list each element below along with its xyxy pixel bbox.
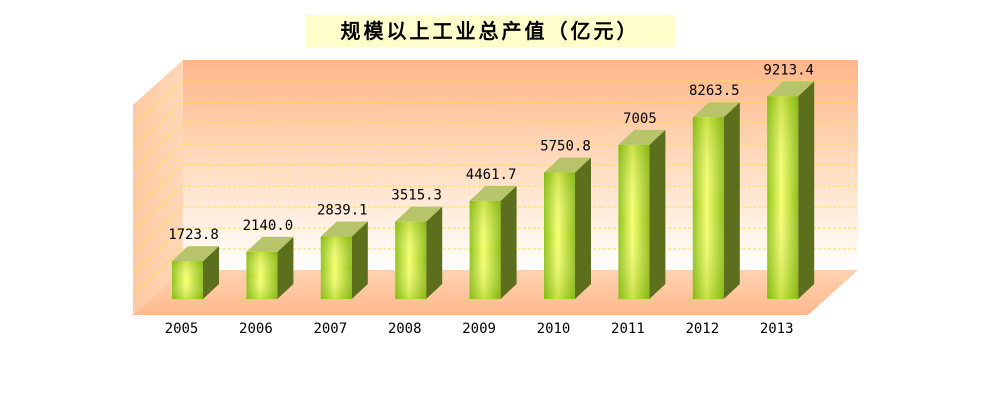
gridlines xyxy=(132,80,858,295)
bar-side xyxy=(798,81,815,299)
data-label: 3515.3 xyxy=(391,188,442,204)
bar-top xyxy=(320,221,368,237)
data-label: 2839.1 xyxy=(317,203,368,219)
bar-front-shade xyxy=(172,261,203,299)
bar-front-shade xyxy=(320,236,352,299)
bar-side xyxy=(500,185,517,299)
gridline-side xyxy=(132,185,184,232)
bar-front-shade xyxy=(767,96,799,299)
x-tick-label: 2006 xyxy=(239,321,273,337)
x-tick-label: 2012 xyxy=(685,321,719,337)
data-label: 4461.7 xyxy=(466,167,517,183)
bar-side xyxy=(575,157,591,299)
value-labels: 1723.8 2140.0 2839.1 3515.3 4461.7 5750.8 7005… xyxy=(168,62,814,243)
x-axis-ticks: 2005 2006 2007 2008 2009 2010 2011 2012 2013 xyxy=(165,321,794,337)
bar-side xyxy=(277,236,294,299)
x-tick-label: 2009 xyxy=(462,321,496,337)
data-label: 5750.8 xyxy=(540,138,591,154)
bar-top xyxy=(767,81,815,97)
bar xyxy=(544,157,591,299)
bar-top xyxy=(692,102,740,118)
x-tick-label: 2005 xyxy=(165,321,199,337)
bar xyxy=(692,102,740,299)
bar-front-shade xyxy=(395,221,427,299)
x-tick-label: 2010 xyxy=(537,321,571,337)
bar-front-shade xyxy=(618,144,650,299)
bar-side xyxy=(649,129,666,299)
data-label: 9213.4 xyxy=(763,62,814,78)
data-label: 7005 xyxy=(623,111,657,127)
x-tick-label: 2007 xyxy=(313,321,347,337)
bar-top xyxy=(246,236,294,252)
gridline-side xyxy=(132,248,184,295)
bar-top xyxy=(544,157,591,173)
data-label: 2140.0 xyxy=(243,218,294,234)
gridline-side xyxy=(132,122,184,169)
bars xyxy=(172,81,815,299)
bar xyxy=(395,206,443,299)
bar-front-shade xyxy=(692,117,724,299)
bar-top xyxy=(172,246,219,262)
bar-front-shade xyxy=(246,251,278,299)
gridline-side xyxy=(132,206,184,253)
bar-top xyxy=(395,206,443,222)
side-wall xyxy=(133,60,183,315)
bar xyxy=(767,81,815,299)
x-tick-label: 2013 xyxy=(760,321,794,337)
bar-top xyxy=(469,185,517,201)
data-label: 1723.8 xyxy=(168,227,219,243)
bar-top xyxy=(618,129,666,145)
x-tick-label: 2011 xyxy=(611,321,645,337)
data-label: 8263.5 xyxy=(689,83,740,99)
gridline-side xyxy=(132,143,184,190)
bar xyxy=(172,246,219,299)
gridline-side xyxy=(132,80,184,127)
chart-title: 规模以上工业总产值（亿元） xyxy=(305,15,675,47)
bar xyxy=(320,221,368,299)
bar xyxy=(246,236,294,299)
x-tick-label: 2008 xyxy=(388,321,422,337)
bar-side xyxy=(426,206,443,299)
gridline-side xyxy=(132,101,184,148)
gridline-side xyxy=(132,164,184,211)
bar-side xyxy=(723,102,740,299)
bar-side xyxy=(203,246,219,299)
bar-side xyxy=(351,221,368,299)
gridline-side xyxy=(132,227,184,274)
bar-front-shade xyxy=(544,172,575,299)
bar xyxy=(469,185,517,299)
bar xyxy=(618,129,666,299)
bar-front-shade xyxy=(469,200,501,299)
